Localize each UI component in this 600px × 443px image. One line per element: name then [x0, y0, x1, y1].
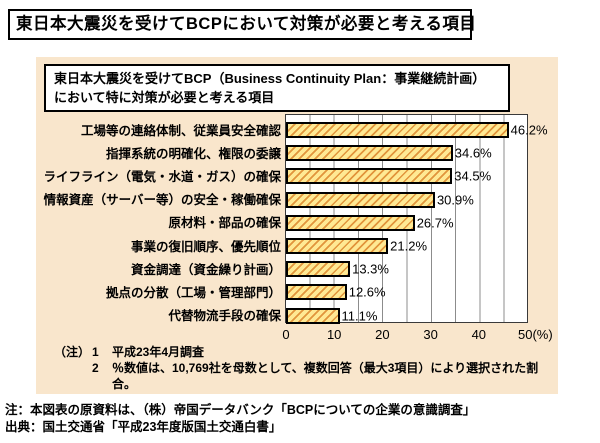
plot-area: 46.2% 34.6% 34.5% 30.9% 26.7% 21.2% 13.3% 12.6%…	[282, 114, 553, 342]
category-label: 原材料・部品の確保	[168, 216, 281, 231]
bar-value-label: 11.1%	[341, 308, 378, 324]
x-tick-label: 40	[471, 327, 487, 342]
chart-title-line2: において特に対策が必要と考える項目	[54, 90, 275, 105]
chart-title-line1: 東日本大震災を受けてBCP（Business Continuity Plan：事…	[54, 71, 486, 86]
source-citation: 出典：国土交通省「平成23年度版国土交通白書」	[5, 420, 282, 434]
source-note: 注：本図表の原資料は、（株）帝国データバンク「BCPについての企業の意識調査」	[5, 403, 476, 417]
note-prefix: （注）	[54, 345, 91, 359]
category-label: 拠点の分散（工場・管理部門）	[105, 285, 281, 300]
note-text: 平成23年4月調査	[112, 345, 205, 359]
bar: 11.1%	[286, 307, 377, 324]
bar: 34.6%	[286, 145, 492, 162]
category-label: 資金調達（資金繰り計画）	[130, 262, 281, 277]
bar-value-label: 26.7%	[416, 215, 454, 231]
bar: 12.6%	[286, 284, 386, 301]
category-label: 指揮系統の明確化、権限の委譲	[105, 146, 281, 161]
note-number: 2	[92, 361, 99, 375]
category-label: 工場等の連絡体制、従業員安全確認	[80, 123, 281, 138]
note-item: 1 平成23年4月調査	[92, 344, 540, 360]
category-label: 情報資産（サーバー等）の安全・稼働確保	[43, 193, 281, 208]
bar-value-label: 30.9%	[436, 192, 474, 208]
note-number: 1	[92, 345, 99, 359]
bar-value-label: 21.2%	[390, 238, 428, 254]
category-label: 代替物流手段の確保	[168, 309, 281, 324]
note-text: ％数値は、10,769社を母数として、複数回答（最大3項目）により選択された割合…	[112, 361, 539, 391]
x-tick-label: 50(%)	[518, 327, 553, 342]
x-tick-label: 30	[423, 327, 438, 342]
bar-value-label: 34.6%	[454, 145, 492, 161]
bar-value-label: 46.2%	[510, 122, 548, 138]
bar: 30.9%	[286, 191, 474, 208]
bar: 46.2%	[286, 122, 548, 138]
bar-value-label: 34.5%	[454, 168, 492, 184]
note-item: 2 ％数値は、10,769社を母数として、複数回答（最大3項目）により選択された…	[92, 360, 540, 392]
bar: 13.3%	[286, 261, 389, 278]
page-title: 東日本大震災を受けてBCPにおいて対策が必要と考える項目	[8, 9, 476, 40]
chart-panel: 東日本大震災を受けてBCP（Business Continuity Plan：事…	[36, 57, 558, 394]
bar-value-label: 12.6%	[348, 284, 386, 300]
x-tick-label: 0	[282, 327, 290, 342]
x-tick-label: 20	[375, 327, 390, 342]
category-label: ライフライン（電気・水道・ガス）の確保	[43, 169, 281, 184]
category-label: 事業の復旧順序、優先順位	[130, 239, 281, 254]
bar: 34.5%	[286, 168, 491, 185]
x-tick-label: 10	[326, 327, 342, 342]
bar: 21.2%	[286, 238, 427, 254]
bar: 26.7%	[286, 214, 454, 231]
chart-title: 東日本大震災を受けてBCP（Business Continuity Plan：事…	[44, 64, 510, 112]
notes: （注） 1 平成23年4月調査 2 ％数値は、10,769社を母数として、複数回…	[54, 344, 540, 392]
bar-value-label: 13.3%	[352, 261, 389, 277]
